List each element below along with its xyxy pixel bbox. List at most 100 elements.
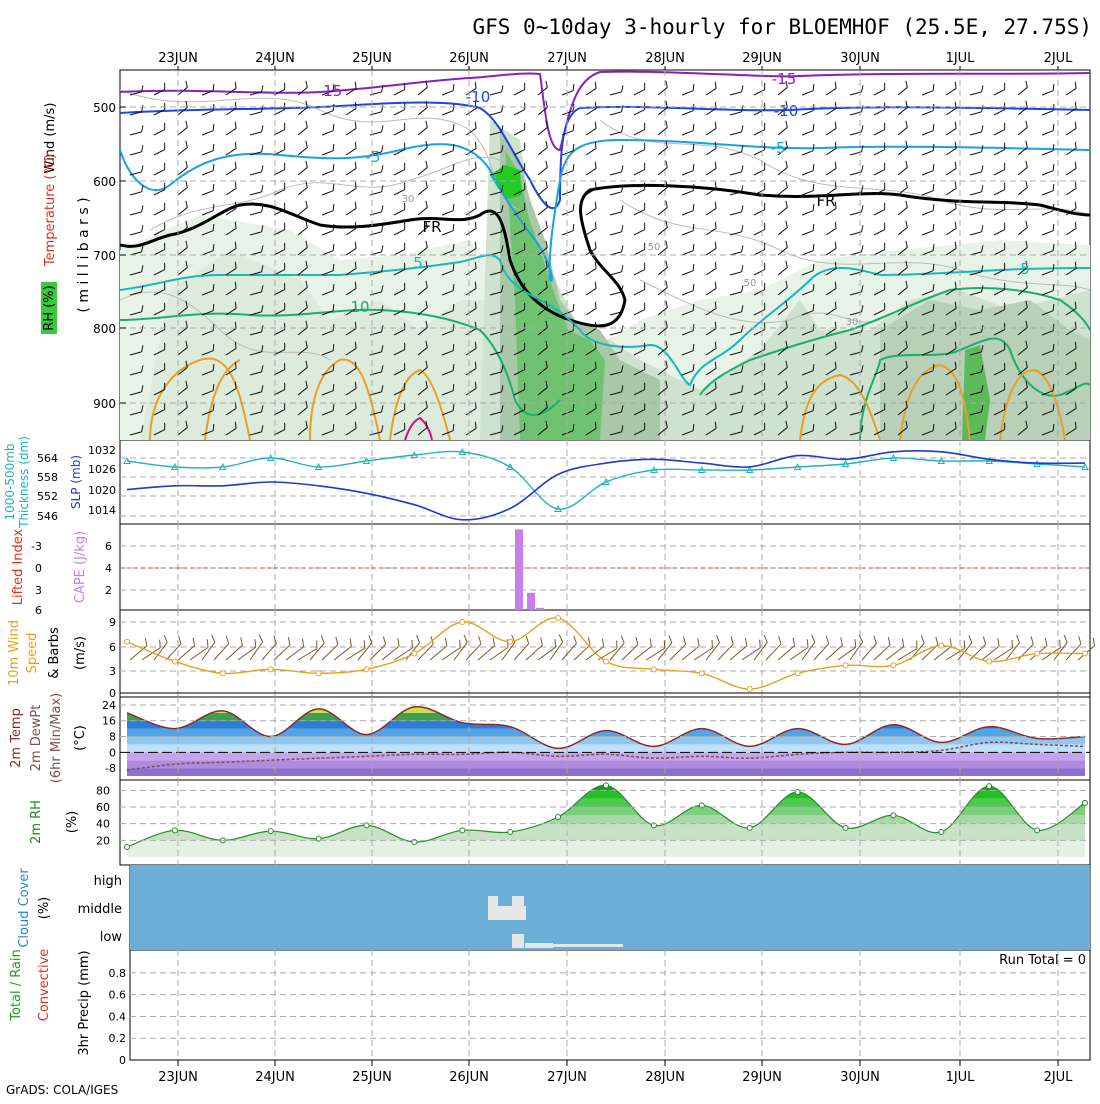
wind-barb-staff [585, 408, 597, 416]
temperature-contour-warm [389, 368, 451, 440]
wind-barb-flag [594, 421, 597, 429]
surface-wind-barb [669, 636, 687, 661]
wind-barb-flag [305, 180, 308, 188]
wind-barb [177, 420, 188, 436]
cape-tick-label: 4 [105, 562, 112, 575]
wind-barb-flag [545, 140, 548, 148]
wind-barb-staff [897, 207, 908, 216]
surface-wind-barb-flag [744, 637, 748, 646]
wind-barb-staff [537, 147, 548, 156]
wind-barb-staff [153, 289, 165, 296]
wind-barb [1017, 160, 1028, 176]
wind-barb-flag [644, 302, 646, 310]
wind-barb-staff [1065, 308, 1077, 316]
wind-barb-flag [1052, 343, 1055, 351]
wind-barb [585, 201, 597, 216]
wind-barb [249, 325, 264, 336]
wind-barb-flag [764, 102, 766, 110]
wind-barb [393, 262, 406, 276]
wind-barb [345, 101, 357, 116]
wind-barb [897, 260, 908, 276]
wind-barb-flag [284, 302, 286, 310]
wind-barb-staff [537, 267, 548, 276]
surface-wind-barb-flag [935, 636, 939, 645]
wind-barb-staff [177, 187, 188, 196]
wind-barb [177, 160, 188, 176]
wind-barb-flag [185, 140, 188, 148]
wind-barb-staff [153, 349, 165, 356]
wind-barb-staff [825, 128, 837, 136]
wind-barb-staff [825, 348, 837, 356]
wind-barb-staff [273, 349, 285, 356]
ylabel-lifted-index: Lifted Index [11, 528, 26, 605]
thickness-tick-label: 558 [37, 471, 58, 484]
wind-barb-flag [764, 302, 766, 310]
wind-barb-flag [692, 263, 695, 271]
wind-barb-flag [981, 185, 984, 192]
wind-barb-flag [665, 260, 668, 268]
wind-barb [777, 280, 788, 296]
wind-barb-flag [404, 102, 406, 110]
wind-barb-flag [425, 400, 428, 408]
wind-barb [753, 422, 766, 436]
wind-barb-flag [284, 282, 286, 290]
wind-barb [633, 162, 646, 176]
wind-barb-flag [524, 202, 526, 210]
wind-barb-staff [897, 327, 908, 336]
wind-barb-staff [129, 431, 142, 436]
wind-speed-marker [746, 686, 753, 693]
ylabel-dewpt: 2m DewPt [29, 705, 44, 772]
wind-barb-staff [465, 408, 477, 416]
wind-barb-staff [1017, 427, 1028, 436]
wind-barb-staff [657, 427, 668, 436]
surface-wind-barb [261, 635, 277, 661]
surface-wind-barb-flag [840, 637, 843, 646]
wind-barb-flag [234, 161, 237, 169]
contour-label: 10 [350, 298, 369, 316]
wind-barb-flag [141, 425, 144, 432]
wind-barb-flag [785, 240, 788, 248]
wind-barb-flag [1004, 162, 1006, 170]
wind-barb [921, 403, 935, 416]
wind-barb [897, 160, 908, 176]
wind-barb [921, 383, 935, 396]
wind-barb [441, 363, 455, 376]
temperature-contour-hot [404, 416, 433, 440]
wind-barb-flag [764, 262, 766, 270]
wind-barb-staff [393, 229, 405, 236]
surface-wind-barb-flag [368, 635, 373, 644]
wind-barb-flag [305, 160, 308, 168]
wind-barb-flag [1052, 423, 1055, 431]
wind-barb [201, 203, 215, 216]
wind-barb-staff [129, 211, 142, 216]
date-label-top: 25JUN [352, 51, 392, 66]
wind-barb [1041, 143, 1055, 156]
wind-barb-staff [777, 327, 788, 336]
ylabel-cloud: Cloud Cover [17, 868, 32, 948]
wind-barb [417, 360, 428, 376]
wind-barb-staff [417, 347, 428, 356]
wind-barb-flag [234, 261, 237, 269]
wind-barb-flag [1025, 380, 1028, 388]
contour-label: 30 [846, 317, 859, 328]
wind-barb-staff [513, 289, 525, 296]
wind-barb-staff [1041, 90, 1054, 96]
wind-barb [945, 181, 957, 196]
wind-barb-flag [834, 141, 837, 149]
wind-barb-staff [465, 128, 477, 136]
wind-barb-flag [381, 265, 384, 272]
wind-barb-staff [585, 208, 597, 216]
surface-wind-barb [705, 635, 721, 661]
wind-barb [441, 263, 455, 276]
wind-barb [753, 342, 766, 356]
wind-barb [969, 225, 984, 236]
wind-barb-flag [474, 241, 477, 249]
wind-barb [585, 261, 597, 276]
wind-barb [273, 162, 286, 176]
wind-barb [729, 285, 744, 296]
wind-barb-staff [753, 329, 765, 336]
surface-wind-barb [561, 635, 577, 661]
wind-barb-staff [921, 170, 934, 176]
wind-barb-flag [524, 222, 526, 230]
wind-barb-staff [249, 331, 262, 336]
